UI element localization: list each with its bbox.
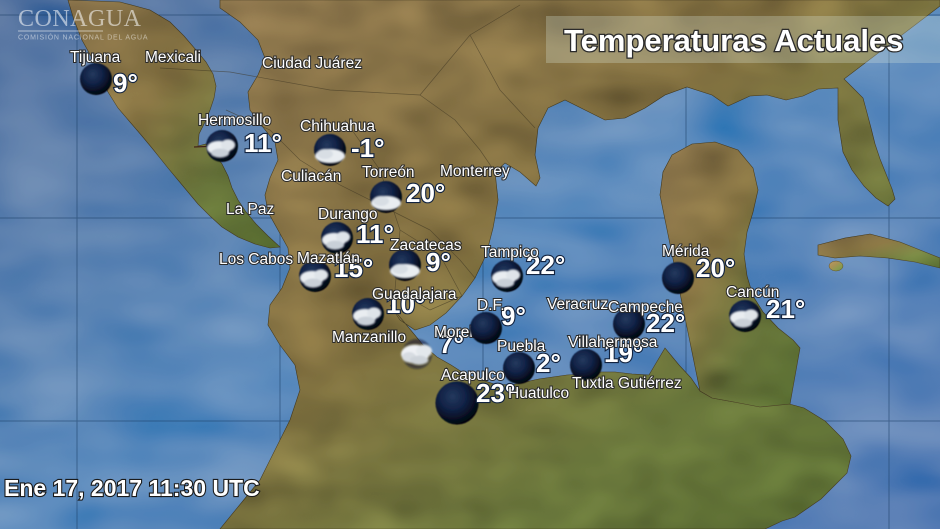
svg-text:Durango: Durango xyxy=(318,206,377,223)
svg-text:Mexicali: Mexicali xyxy=(145,49,201,66)
svg-text:Culiacán: Culiacán xyxy=(281,168,341,185)
svg-text:Tuxtla Gutiérrez: Tuxtla Gutiérrez xyxy=(572,375,682,392)
svg-text:11°: 11° xyxy=(356,219,394,249)
svg-text:20°: 20° xyxy=(406,178,445,208)
svg-text:Huatulco: Huatulco xyxy=(508,385,569,402)
svg-text:Zacatecas: Zacatecas xyxy=(390,237,462,254)
svg-text:Tampico: Tampico xyxy=(481,244,539,261)
svg-text:9°: 9° xyxy=(113,68,138,98)
svg-text:Acapulco: Acapulco xyxy=(441,367,505,384)
svg-text:Puebla: Puebla xyxy=(497,338,546,355)
svg-text:Manzanillo: Manzanillo xyxy=(332,329,406,346)
svg-text:Guadalajara: Guadalajara xyxy=(372,286,457,303)
svg-text:Mérida: Mérida xyxy=(662,243,710,260)
svg-text:9°: 9° xyxy=(501,301,526,331)
svg-text:11°: 11° xyxy=(244,128,282,158)
svg-text:Chihuahua: Chihuahua xyxy=(300,118,375,135)
svg-text:La Paz: La Paz xyxy=(226,201,274,218)
svg-text:Ciudad Juárez: Ciudad Juárez xyxy=(262,55,362,72)
svg-text:Mazatlán: Mazatlán xyxy=(297,250,360,267)
svg-text:Monterrey: Monterrey xyxy=(440,163,510,180)
svg-text:Torreón: Torreón xyxy=(362,164,415,181)
svg-text:Campeche: Campeche xyxy=(608,299,683,316)
svg-text:Hermosillo: Hermosillo xyxy=(198,112,271,129)
svg-text:Veracruz: Veracruz xyxy=(547,296,608,313)
svg-text:Cancún: Cancún xyxy=(726,284,779,301)
svg-text:Tijuana: Tijuana xyxy=(70,49,121,66)
svg-text:-1°: -1° xyxy=(351,133,385,163)
svg-text:Temperaturas Actuales: Temperaturas Actuales xyxy=(564,23,903,58)
svg-text:Los Cabos: Los Cabos xyxy=(219,251,293,268)
svg-text:CONAGUA: CONAGUA xyxy=(18,6,142,32)
svg-text:Villahermosa: Villahermosa xyxy=(568,334,658,351)
svg-text:Ene 17, 2017 11:30 UTC: Ene 17, 2017 11:30 UTC xyxy=(4,475,260,501)
svg-text:COMISIÓN NACIONAL DEL AGUA: COMISIÓN NACIONAL DEL AGUA xyxy=(18,33,148,42)
svg-text:D.F.: D.F. xyxy=(477,297,505,314)
